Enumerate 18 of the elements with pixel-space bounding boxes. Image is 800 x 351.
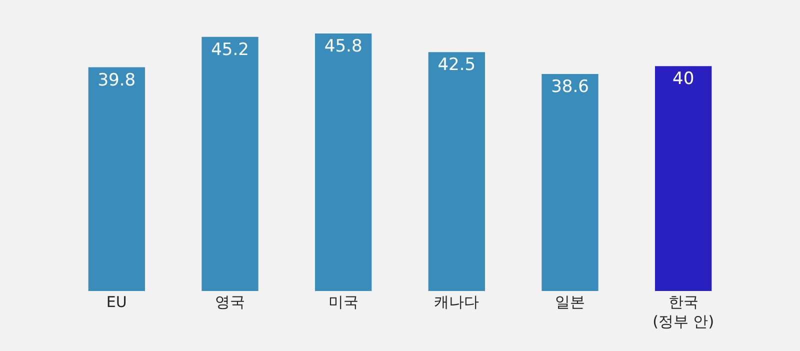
x-tick-label: 미국 <box>328 293 358 311</box>
bar <box>202 36 258 291</box>
x-tick-label: 일본 <box>555 293 585 311</box>
bar <box>88 67 145 291</box>
bar <box>428 52 485 291</box>
x-tick-label: 영국 <box>215 293 245 311</box>
data-label: 39.8 <box>98 70 136 90</box>
x-tick-label: 한국 (정부 안) <box>652 293 714 330</box>
data-label: 38.6 <box>551 77 589 98</box>
data-label: 45.2 <box>211 40 249 60</box>
bar <box>655 66 712 291</box>
data-label: 45.8 <box>324 36 362 57</box>
data-label: 42.5 <box>438 55 476 76</box>
x-tick-label: 캐나다 <box>434 293 480 311</box>
x-tick-label: EU <box>106 293 127 311</box>
bar <box>315 34 372 291</box>
bar <box>542 74 598 291</box>
data-label: 40 <box>672 69 694 90</box>
